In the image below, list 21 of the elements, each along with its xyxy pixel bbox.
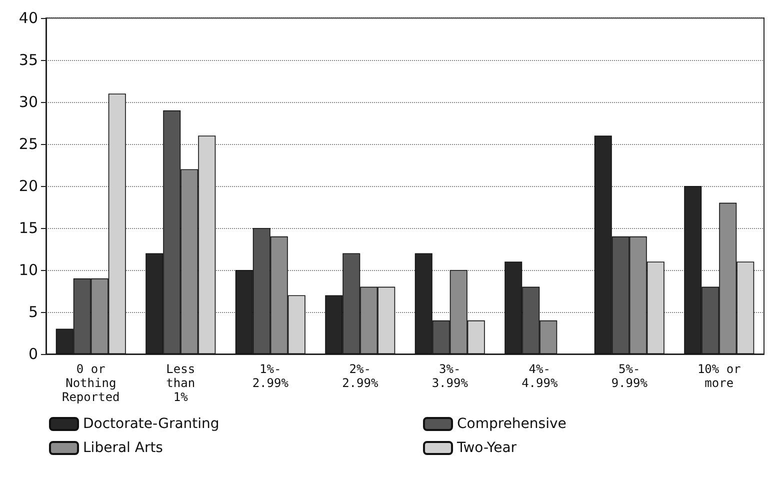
legend-label: Comprehensive [457,416,566,432]
x-tick-label: 3%- 3.99% [432,362,469,390]
y-tick-label: 20 [18,177,38,195]
y-tick-label: 35 [18,51,38,69]
y-tick-label: 25 [18,135,38,153]
legend-label: Liberal Arts [83,440,163,456]
y-tick-label: 5 [28,303,38,321]
y-tick-label: 40 [18,9,38,27]
legend-label: Doctorate-Granting [83,416,220,432]
x-tick-label: 10% or more [697,362,741,390]
x-tick-label: 1%- 2.99% [252,362,290,390]
y-tick-label: 15 [18,219,38,237]
legend-label: Two-Year [456,440,517,456]
x-tick-label: 5%- 9.99% [611,362,648,390]
y-tick-label: 0 [28,345,38,363]
x-tick-label: 2%- 2.99% [342,362,379,390]
y-tick-label: 30 [18,93,38,111]
x-tick-label: 4%- 4.99% [522,362,558,390]
x-tick-label: 0 or Nothing Reported [62,362,120,404]
y-tick-label: 10 [18,261,38,279]
x-tick-label: Less than 1% [166,362,196,404]
